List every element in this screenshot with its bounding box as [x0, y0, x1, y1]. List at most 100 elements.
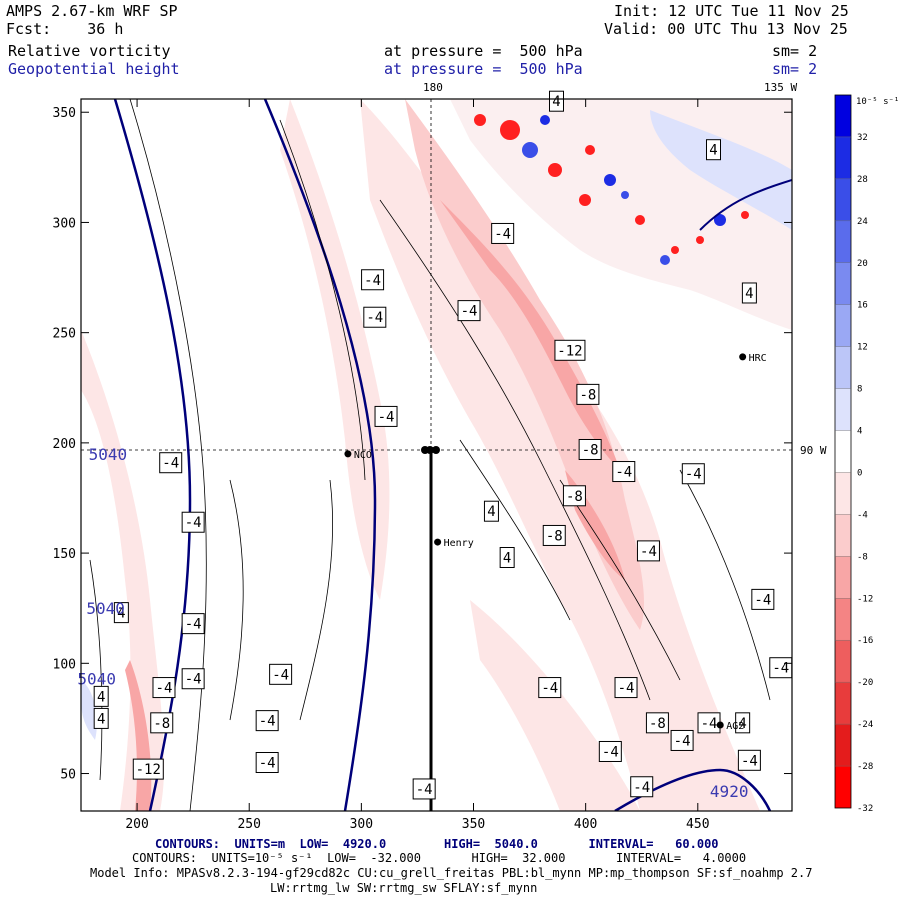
vorticity-label-layer: -4-4-4-4-44-12-8-8-8-8-4 -44444-4-44-4-4-… — [93, 90, 793, 800]
colorbar-swatch — [835, 136, 851, 179]
svg-text:4: 4 — [117, 606, 125, 622]
colorbar-swatch — [835, 682, 851, 725]
smooth-vorticity: sm= 2 — [772, 42, 818, 60]
svg-text:-4: -4 — [461, 304, 478, 320]
height-contour-label: 5040 — [89, 445, 128, 464]
svg-text:-4: -4 — [378, 409, 395, 425]
colorbar-unit: 10⁻⁵ s⁻¹ — [856, 97, 899, 107]
vorticity-contour-label: -4 — [361, 269, 385, 291]
svg-text:-4: -4 — [685, 467, 702, 483]
colorbar-label: 32 — [857, 133, 868, 143]
svg-text:4: 4 — [738, 716, 746, 732]
svg-text:-8: -8 — [579, 387, 596, 403]
vorticity-contour-label: -8 — [645, 712, 669, 734]
svg-text:-4: -4 — [772, 661, 789, 677]
vorticity-contour-label: -4 — [412, 778, 436, 800]
svg-text:-8: -8 — [649, 716, 666, 732]
x-tick-label: 350 — [462, 817, 485, 832]
svg-text:4: 4 — [745, 286, 753, 302]
vorticity-speckles — [474, 114, 749, 265]
vorticity-contour-label: -4 — [152, 677, 176, 699]
init-time: Init: 12 UTC Tue 11 Nov 25 — [614, 2, 849, 20]
plot-frame — [80, 98, 793, 812]
field-vorticity: Relative vorticity — [8, 42, 171, 60]
svg-text:-4: -4 — [185, 672, 202, 688]
station-marker: AG2 — [716, 721, 744, 732]
field-height: Geopotential height — [8, 60, 180, 78]
vorticity-contour-label: -4 — [612, 461, 636, 483]
x-tick-label: 250 — [237, 817, 260, 832]
height-label-layer: 5040 5040 5040 4920 — [77, 445, 748, 801]
vorticity-contour-label: 4 — [113, 602, 129, 624]
station-marker: Henry — [434, 538, 474, 549]
colorbar-label: -4 — [857, 510, 868, 520]
forecast-hour: Fcst: 36 h — [6, 20, 124, 38]
colorbar-swatch — [835, 640, 851, 683]
svg-text:-8: -8 — [153, 716, 170, 732]
vorticity-contour-label: -4 — [598, 740, 622, 762]
svg-text:-4: -4 — [185, 617, 202, 633]
colorbar-label: 4 — [857, 427, 862, 437]
y-tick-label: 50 — [60, 768, 76, 783]
vorticity-contour-label: -4 — [769, 657, 793, 679]
svg-text:-4: -4 — [364, 273, 381, 289]
svg-text:-4: -4 — [416, 782, 433, 798]
colorbar-swatch — [835, 95, 851, 137]
vorticity-contour-label: -12 — [554, 339, 586, 361]
colorbar: 32 28 24 20 16 12 8 4 0 -4 -8 -12 -16 -20 -24 -28 -32 — [834, 94, 873, 814]
x-tick-label: 300 — [350, 817, 373, 832]
svg-text:-8: -8 — [546, 528, 563, 544]
y-tick-label: 250 — [53, 327, 76, 342]
vorticity-contour-label: -4 — [457, 300, 481, 322]
station-layer: NCO Henry HRC AG2 — [344, 353, 767, 732]
svg-text:-4: -4 — [741, 753, 758, 769]
lon-label-180: 180 — [423, 81, 443, 94]
height-contour-label: 5040 — [77, 670, 116, 689]
svg-text:4: 4 — [552, 94, 560, 110]
colorbar-swatch — [835, 514, 851, 557]
colorbar-swatch — [835, 598, 851, 641]
height-contour-label: 4920 — [710, 782, 749, 801]
vorticity-contour-label: -4 — [491, 222, 515, 244]
y-tick-label: 300 — [53, 216, 76, 231]
y-tick-label: 200 — [53, 437, 76, 452]
x-tick-label: 450 — [686, 817, 709, 832]
svg-text:-4: -4 — [640, 544, 657, 560]
colorbar-label: -12 — [857, 594, 873, 604]
vorticity-contour-label: -4 — [636, 540, 660, 562]
y-tick-label: 350 — [53, 106, 76, 121]
vorticity-contour-label: -4 — [630, 776, 654, 798]
svg-text:-4: -4 — [674, 733, 691, 749]
vorticity-contour-label: -4 — [363, 306, 387, 328]
vorticity-contour-label: -4 — [374, 405, 398, 427]
y-axis: 50 100 150 200 250 300 350 — [53, 106, 792, 783]
svg-text:-4: -4 — [541, 681, 558, 697]
svg-text:Henry: Henry — [444, 538, 474, 549]
svg-text:4: 4 — [97, 689, 105, 705]
vorticity-contour-label: 4 — [735, 712, 751, 734]
vorticity-contour-label: 4 — [93, 685, 109, 707]
svg-text:-4: -4 — [162, 456, 179, 472]
vorticity-contour-label: 4 — [499, 547, 515, 569]
vorticity-contour-label: -4 — [269, 663, 293, 685]
svg-text:-4: -4 — [494, 226, 511, 242]
x-tick-label: 200 — [125, 817, 148, 832]
colorbar-label: -8 — [857, 552, 868, 562]
svg-text:-12: -12 — [136, 762, 161, 778]
svg-text:-4: -4 — [156, 681, 173, 697]
vorticity-contour-label: 4 — [548, 90, 564, 112]
svg-text:-8: -8 — [582, 442, 599, 458]
svg-text:-4: -4 — [701, 716, 718, 732]
vorticity-contour-label: -4 — [751, 588, 775, 610]
svg-text:-4: -4 — [259, 714, 276, 730]
cross-section-markers — [421, 446, 440, 454]
vorticity-contour-label: -12 — [132, 758, 164, 780]
y-tick-label: 100 — [53, 657, 76, 672]
model-title: AMPS 2.67-km WRF SP — [6, 2, 178, 20]
vorticity-contour-label: -4 — [181, 511, 205, 533]
colorbar-swatch — [835, 388, 851, 431]
svg-text:-4: -4 — [185, 515, 202, 531]
svg-text:-12: -12 — [557, 343, 582, 359]
svg-text:-4: -4 — [615, 465, 632, 481]
